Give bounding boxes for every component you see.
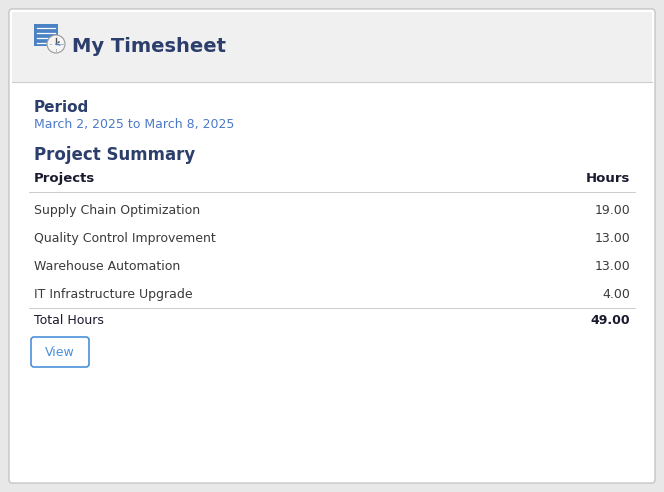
Text: Projects: Projects <box>34 172 95 185</box>
Text: Quality Control Improvement: Quality Control Improvement <box>34 232 216 246</box>
Text: 13.00: 13.00 <box>594 232 630 246</box>
Text: Total Hours: Total Hours <box>34 314 104 327</box>
Text: Supply Chain Optimization: Supply Chain Optimization <box>34 204 200 217</box>
Text: 4.00: 4.00 <box>602 288 630 302</box>
Bar <box>34 24 58 46</box>
FancyBboxPatch shape <box>9 9 655 483</box>
Text: IT Infrastructure Upgrade: IT Infrastructure Upgrade <box>34 288 193 302</box>
Text: Warehouse Automation: Warehouse Automation <box>34 260 180 274</box>
FancyBboxPatch shape <box>31 337 89 367</box>
Text: View: View <box>45 345 75 359</box>
Bar <box>12 12 652 82</box>
Text: 49.00: 49.00 <box>590 314 630 327</box>
Text: Project Summary: Project Summary <box>34 146 195 164</box>
Text: Hours: Hours <box>586 172 630 185</box>
Text: My Timesheet: My Timesheet <box>72 37 226 57</box>
Circle shape <box>47 35 65 53</box>
Text: Period: Period <box>34 100 89 115</box>
Text: 19.00: 19.00 <box>594 204 630 217</box>
Text: 13.00: 13.00 <box>594 260 630 274</box>
Text: March 2, 2025 to March 8, 2025: March 2, 2025 to March 8, 2025 <box>34 118 234 131</box>
